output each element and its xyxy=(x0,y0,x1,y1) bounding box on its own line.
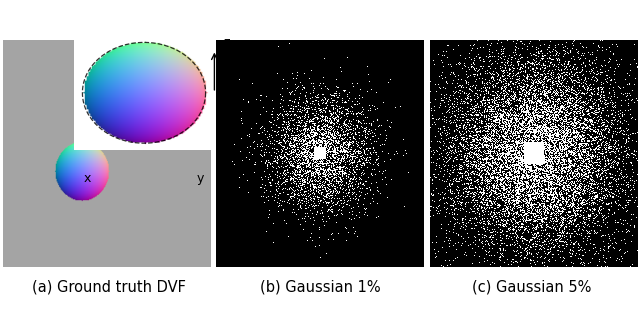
Text: z: z xyxy=(223,36,230,49)
Text: y: y xyxy=(196,172,204,185)
Text: (a) Ground truth DVF: (a) Ground truth DVF xyxy=(32,279,186,294)
Text: x: x xyxy=(84,172,92,185)
Text: (b) Gaussian 1%: (b) Gaussian 1% xyxy=(260,279,380,294)
Text: (c) Gaussian 5%: (c) Gaussian 5% xyxy=(472,279,591,294)
